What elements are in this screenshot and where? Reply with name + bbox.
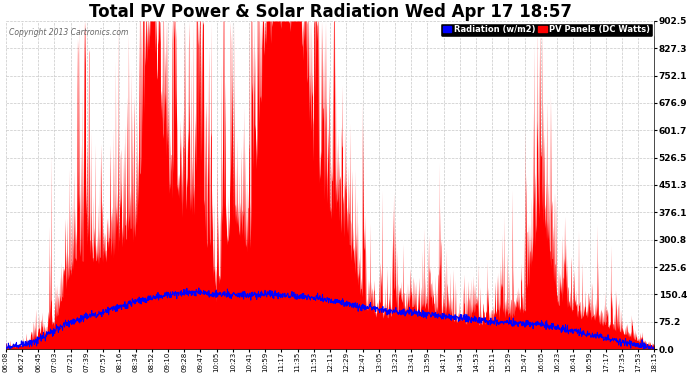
Legend: Radiation (w/m2), PV Panels (DC Watts): Radiation (w/m2), PV Panels (DC Watts) [440, 22, 653, 37]
Title: Total PV Power & Solar Radiation Wed Apr 17 18:57: Total PV Power & Solar Radiation Wed Apr… [88, 3, 571, 21]
Text: Copyright 2013 Cartronics.com: Copyright 2013 Cartronics.com [9, 27, 128, 36]
